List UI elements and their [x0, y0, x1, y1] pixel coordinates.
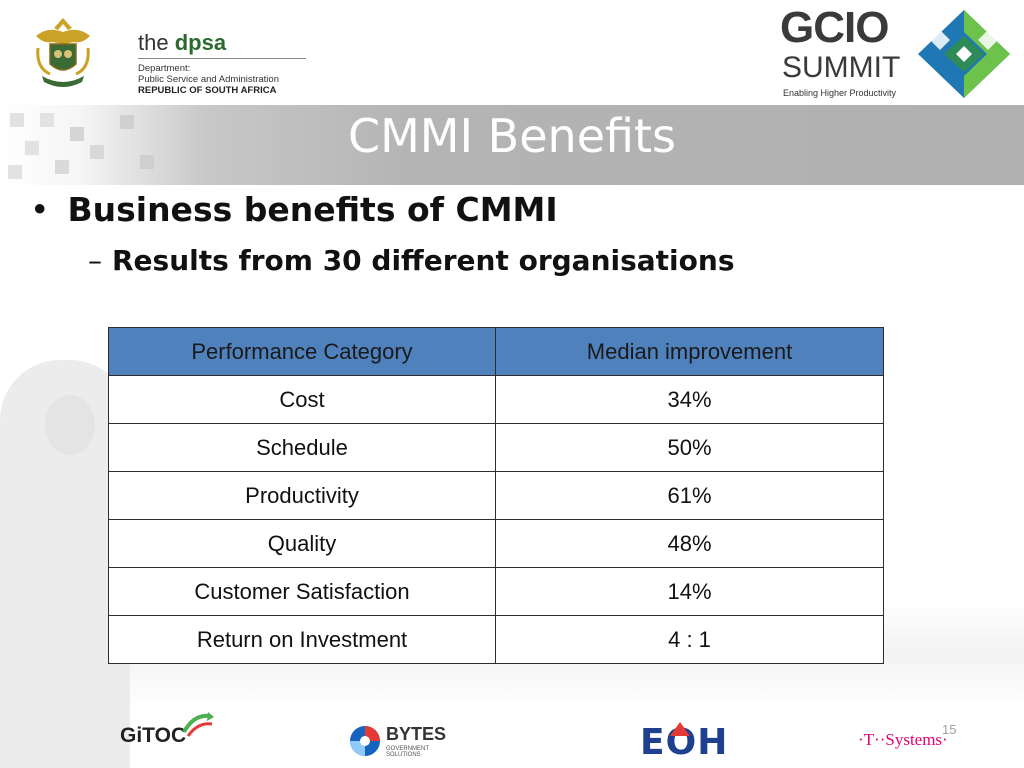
table-header-category: Performance Category	[108, 327, 496, 376]
gcio-word: GCIO	[780, 3, 889, 52]
table-cell-improvement: 4 : 1	[495, 615, 884, 664]
bytes-circle-icon	[350, 726, 380, 756]
table-cell-category: Customer Satisfaction	[108, 567, 496, 616]
table-cell-improvement: 50%	[495, 423, 884, 472]
dpsa-acronym: dpsa	[174, 30, 227, 55]
pixel-pattern	[0, 105, 320, 185]
gitoc-text: GiTOC	[120, 724, 187, 747]
dpsa-divider	[138, 58, 306, 59]
table-header-row: Performance Category Median improvement	[108, 327, 884, 376]
summit-word: SUMMIT	[782, 51, 901, 84]
bullet-main-text: Business benefits of CMMI	[67, 190, 558, 229]
eoh-logo: EOH	[640, 722, 740, 764]
bullet-sub-text: Results from 30 different organisations	[112, 244, 735, 277]
background-silhouette-head	[45, 395, 95, 455]
gitoc-logo: GiTOC	[120, 710, 220, 755]
gitoc-arrow-icon	[182, 712, 214, 737]
dpsa-the: the	[138, 30, 169, 55]
bullet-dash-icon: –	[88, 244, 102, 277]
performance-table: Performance Category Median improvement …	[108, 327, 884, 664]
table-cell-improvement: 61%	[495, 471, 884, 520]
dpsa-text: the dpsa Department: Public Service and …	[138, 32, 306, 96]
table-cell-category: Productivity	[108, 471, 496, 520]
bytes-text: BYTES	[386, 724, 447, 744]
slide-title: CMMI Benefits	[348, 109, 676, 163]
dpsa-line2: Public Service and Administration	[138, 74, 279, 85]
gcio-tagline: Enabling Higher Productivity	[783, 88, 897, 98]
coat-of-arms-icon	[36, 18, 90, 87]
table-row: Productivity 61%	[108, 471, 884, 520]
bullet-sub: – Results from 30 different organisations	[88, 243, 734, 279]
bytes-logo: BYTES GOVERNMENT SOLUTIONS	[348, 722, 458, 762]
table-cell-category: Schedule	[108, 423, 496, 472]
bytes-subtext: GOVERNMENT SOLUTIONS	[386, 746, 429, 758]
dpsa-line3: REPUBLIC OF SOUTH AFRICA	[138, 85, 277, 96]
table-row: Cost 34%	[108, 375, 884, 424]
tsystems-logo: ·T··Systems·	[858, 730, 978, 754]
table-cell-category: Quality	[108, 519, 496, 568]
bullet-main: • Business benefits of CMMI	[30, 190, 558, 230]
dpsa-logo: the dpsa Department: Public Service and …	[28, 14, 306, 96]
dpsa-line1: Department:	[138, 63, 191, 74]
table-row: Schedule 50%	[108, 423, 884, 472]
table-cell-category: Return on Investment	[108, 615, 496, 664]
table-row: Quality 48%	[108, 519, 884, 568]
eoh-triangle-icon	[670, 722, 690, 736]
tsystems-text: ·T··Systems·	[858, 730, 948, 749]
table-header-improvement: Median improvement	[495, 327, 884, 376]
table-cell-improvement: 14%	[495, 567, 884, 616]
bullet-dot-icon: •	[30, 190, 50, 229]
table-cell-improvement: 34%	[495, 375, 884, 424]
gcio-summit-logo: GCIO SUMMIT Enabling Higher Productivity	[780, 6, 1020, 102]
table-cell-category: Cost	[108, 375, 496, 424]
dpsa-name: the dpsa	[138, 32, 306, 54]
slide-number: 15	[942, 722, 957, 737]
table-row: Return on Investment 4 : 1	[108, 615, 884, 664]
title-band	[0, 105, 1024, 185]
gcio-diamond-icon	[918, 10, 1010, 98]
table-row: Customer Satisfaction 14%	[108, 567, 884, 616]
table-cell-improvement: 48%	[495, 519, 884, 568]
